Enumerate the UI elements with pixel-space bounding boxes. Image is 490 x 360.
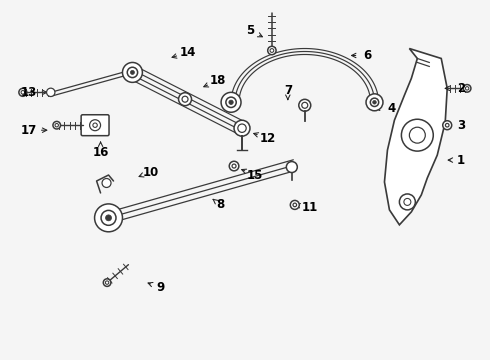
- Circle shape: [268, 46, 276, 55]
- Circle shape: [90, 120, 100, 131]
- Circle shape: [399, 194, 416, 210]
- Text: 1: 1: [457, 154, 465, 167]
- Text: 12: 12: [260, 132, 276, 145]
- Text: 5: 5: [246, 24, 254, 37]
- Text: 7: 7: [284, 84, 292, 97]
- Circle shape: [370, 98, 379, 107]
- Circle shape: [466, 87, 469, 90]
- Circle shape: [404, 198, 411, 206]
- Circle shape: [409, 127, 425, 143]
- Circle shape: [178, 93, 192, 106]
- Text: 18: 18: [210, 74, 226, 87]
- Circle shape: [238, 124, 246, 132]
- Circle shape: [373, 100, 376, 104]
- Circle shape: [93, 123, 98, 127]
- Circle shape: [122, 62, 143, 82]
- Circle shape: [101, 210, 116, 225]
- Text: 13: 13: [21, 86, 37, 99]
- Circle shape: [293, 203, 296, 207]
- Text: 11: 11: [302, 201, 318, 215]
- Text: 6: 6: [364, 49, 371, 62]
- Circle shape: [302, 102, 308, 108]
- Circle shape: [229, 100, 233, 104]
- Circle shape: [130, 71, 134, 75]
- Text: 17: 17: [21, 124, 37, 137]
- Text: 8: 8: [216, 198, 224, 211]
- Circle shape: [21, 91, 24, 94]
- Circle shape: [19, 88, 27, 96]
- Circle shape: [103, 279, 111, 287]
- Text: 16: 16: [93, 145, 109, 159]
- Circle shape: [445, 123, 449, 127]
- Circle shape: [299, 99, 311, 111]
- Circle shape: [221, 92, 241, 112]
- Circle shape: [105, 215, 112, 221]
- Circle shape: [443, 121, 452, 130]
- Circle shape: [55, 123, 58, 127]
- Text: 9: 9: [156, 281, 165, 294]
- Circle shape: [234, 120, 250, 136]
- Circle shape: [53, 121, 60, 129]
- Circle shape: [232, 164, 236, 168]
- Circle shape: [286, 162, 297, 172]
- Text: 4: 4: [387, 102, 395, 115]
- Circle shape: [102, 179, 111, 188]
- Circle shape: [401, 119, 433, 151]
- Circle shape: [226, 97, 236, 108]
- Text: 14: 14: [180, 46, 196, 59]
- Circle shape: [105, 281, 109, 284]
- Text: 2: 2: [457, 82, 465, 95]
- Text: 15: 15: [247, 168, 263, 181]
- FancyBboxPatch shape: [81, 115, 109, 136]
- Circle shape: [95, 204, 122, 232]
- Circle shape: [182, 96, 188, 102]
- Circle shape: [127, 67, 138, 78]
- Circle shape: [229, 161, 239, 171]
- Circle shape: [464, 85, 471, 92]
- Circle shape: [366, 94, 383, 111]
- Circle shape: [290, 201, 299, 210]
- Circle shape: [47, 88, 55, 96]
- Text: 10: 10: [142, 166, 158, 179]
- Text: 3: 3: [457, 119, 465, 132]
- Polygon shape: [385, 49, 447, 225]
- Circle shape: [270, 49, 274, 53]
